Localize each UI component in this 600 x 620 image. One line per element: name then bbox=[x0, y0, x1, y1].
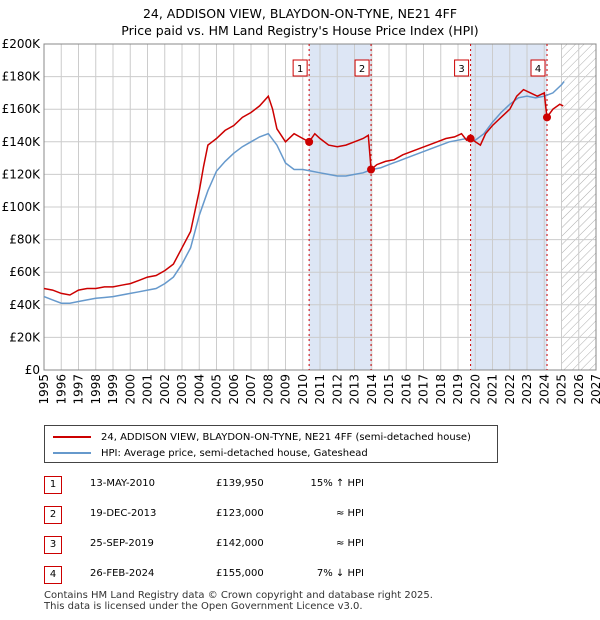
sale-number-badge: 3 bbox=[44, 536, 62, 554]
sale-number-label: 1 bbox=[297, 64, 303, 75]
legend-property-swatch bbox=[53, 436, 91, 438]
x-tick-label: 2025 bbox=[555, 374, 569, 405]
plot-frame bbox=[43, 43, 597, 371]
x-tick-label: 1996 bbox=[54, 374, 68, 405]
sale-date: 19-DEC-2013 bbox=[90, 508, 157, 519]
sale-number-box bbox=[354, 59, 370, 77]
y-tick-label: £140K bbox=[2, 135, 42, 149]
x-tick-label: 2004 bbox=[192, 374, 206, 405]
x-tick-label: 1998 bbox=[89, 374, 103, 405]
table-row: 3 25-SEP-2019 £142,000 ≈ HPI bbox=[40, 536, 460, 554]
table-row: 1 13-MAY-2010 £139,950 15% ↑ HPI bbox=[40, 476, 460, 494]
sale-point bbox=[305, 137, 314, 146]
y-tick-label: £60K bbox=[9, 265, 41, 279]
footer-attribution: Contains HM Land Registry data © Crown c… bbox=[44, 590, 433, 612]
sale-hpi-comparison: 15% ↑ HPI bbox=[310, 478, 364, 489]
x-tick-label: 2011 bbox=[313, 374, 327, 405]
sale-hpi-comparison: ≈ HPI bbox=[335, 538, 364, 549]
sale-price: £142,000 bbox=[216, 538, 264, 549]
x-tick-label: 2022 bbox=[503, 374, 517, 405]
property-price-line bbox=[43, 88, 564, 296]
footer-licence: This data is licensed under the Open Gov… bbox=[44, 601, 363, 612]
y-tick-label: £40K bbox=[9, 298, 41, 312]
x-tick-label: 2003 bbox=[175, 374, 189, 405]
legend-item-property: 24, ADDISON VIEW, BLAYDON-ON-TYNE, NE21 … bbox=[53, 429, 471, 445]
sale-date: 25-SEP-2019 bbox=[90, 538, 154, 549]
x-tick-label: 2006 bbox=[227, 374, 241, 405]
x-tick-label: 2001 bbox=[141, 374, 155, 405]
sale-date: 13-MAY-2010 bbox=[90, 478, 156, 489]
x-tick-label: 1999 bbox=[106, 374, 120, 405]
y-tick-label: £100K bbox=[2, 200, 42, 214]
legend-property-label: 24, ADDISON VIEW, BLAYDON-ON-TYNE, NE21 … bbox=[101, 431, 471, 443]
x-tick-label: 2026 bbox=[572, 374, 586, 405]
sale-number-box bbox=[292, 59, 308, 77]
sale-price: £155,000 bbox=[216, 568, 264, 579]
x-tick-label: 1997 bbox=[72, 374, 86, 405]
sale-number-box bbox=[530, 59, 546, 77]
sale-price: £123,000 bbox=[216, 508, 264, 519]
legend-hpi-label: HPI: Average price, semi-detached house,… bbox=[101, 447, 368, 459]
x-tick-label: 2027 bbox=[589, 374, 600, 405]
sale-number-label: 4 bbox=[535, 64, 541, 75]
x-tick-label: 2018 bbox=[434, 374, 448, 405]
y-tick-label: £200K bbox=[2, 37, 42, 51]
sale-point bbox=[367, 165, 376, 174]
price-chart: £0 £20K £40K £60K £80K £100K £120K £140K £160K £1… bbox=[2, 37, 600, 405]
x-tick-label: 2015 bbox=[382, 374, 396, 405]
sale-number-label: 3 bbox=[458, 64, 464, 75]
x-tick-label: 2005 bbox=[210, 374, 224, 405]
sale-hpi-comparison: 7% ↓ HPI bbox=[316, 568, 364, 579]
x-tick-label: 2021 bbox=[486, 374, 500, 405]
sale-date: 26-FEB-2024 bbox=[90, 568, 155, 579]
x-tick-label: 2023 bbox=[520, 374, 534, 405]
x-tick-label: 2024 bbox=[537, 374, 551, 405]
y-tick-label: £20K bbox=[9, 330, 41, 344]
table-row: 2 19-DEC-2013 £123,000 ≈ HPI bbox=[40, 506, 460, 524]
x-tick-label: 2014 bbox=[365, 374, 379, 405]
x-tick-label: 2002 bbox=[158, 374, 172, 405]
sale-number-label: 2 bbox=[359, 64, 365, 75]
table-row: 4 26-FEB-2024 £155,000 7% ↓ HPI bbox=[40, 566, 460, 584]
x-tick-label: 2007 bbox=[244, 374, 258, 405]
x-tick-label: 1995 bbox=[37, 374, 51, 405]
sale-point bbox=[543, 113, 552, 122]
chart-title: 24, ADDISON VIEW, BLAYDON-ON-TYNE, NE21 … bbox=[142, 6, 458, 21]
legend: 24, ADDISON VIEW, BLAYDON-ON-TYNE, NE21 … bbox=[44, 425, 498, 463]
sale-number-badge: 2 bbox=[44, 506, 62, 524]
sale-point bbox=[466, 134, 475, 143]
x-tick-label: 2017 bbox=[417, 374, 431, 405]
sale-number-box bbox=[454, 59, 470, 77]
y-tick-label: £120K bbox=[2, 167, 42, 181]
y-tick-label: £160K bbox=[2, 102, 42, 116]
hpi-line bbox=[43, 81, 565, 304]
sale-hpi-comparison: ≈ HPI bbox=[335, 508, 364, 519]
legend-item-hpi: HPI: Average price, semi-detached house,… bbox=[53, 445, 368, 461]
sale-price: £139,950 bbox=[216, 478, 264, 489]
x-tick-label: 2000 bbox=[123, 374, 137, 405]
x-tick-label: 2010 bbox=[296, 374, 310, 405]
y-tick-label: £180K bbox=[2, 70, 42, 84]
x-tick-label: 2013 bbox=[348, 374, 362, 405]
x-tick-label: 2012 bbox=[330, 374, 344, 405]
x-tick-label: 2020 bbox=[468, 374, 482, 405]
x-tick-label: 2016 bbox=[399, 374, 413, 405]
sale-number-badge: 1 bbox=[44, 476, 62, 494]
x-tick-label: 2019 bbox=[451, 374, 465, 405]
x-tick-label: 2008 bbox=[261, 374, 275, 405]
footer-copyright: Contains HM Land Registry data © Crown c… bbox=[44, 590, 433, 601]
legend-hpi-swatch bbox=[53, 452, 91, 454]
y-tick-label: £80K bbox=[9, 233, 41, 247]
chart-subtitle: Price paid vs. HM Land Registry's House … bbox=[121, 23, 479, 38]
x-tick-label: 2009 bbox=[279, 374, 293, 405]
sale-number-badge: 4 bbox=[44, 566, 62, 584]
y-tick-label: £0 bbox=[25, 363, 40, 377]
